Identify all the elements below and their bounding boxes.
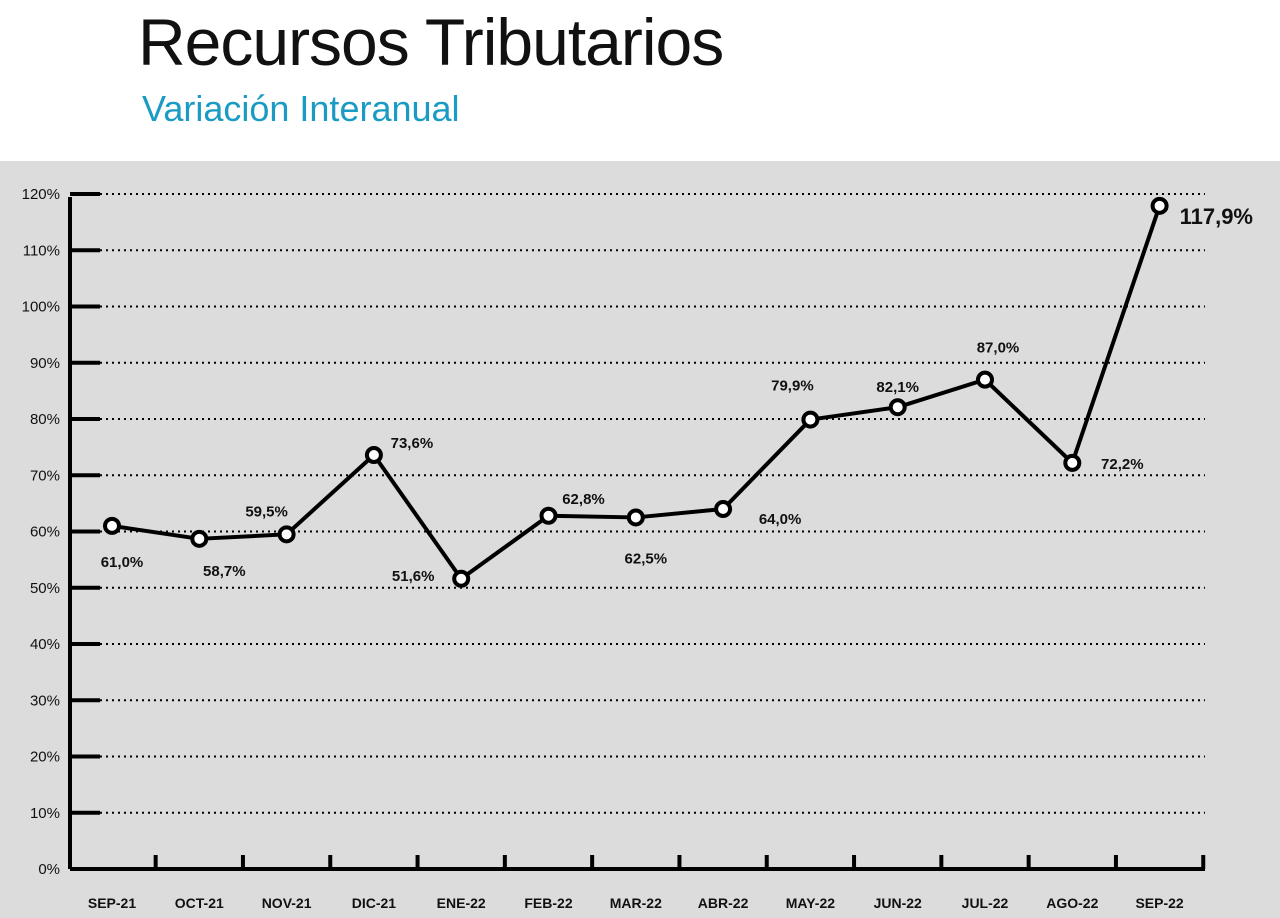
- data-point: [364, 446, 383, 464]
- data-labels: 61,0% 58,7% 59,5% 73,6% 51,6% 62,8% 62,5% 64,0%…: [101, 204, 1253, 585]
- data-point: [801, 410, 820, 429]
- data-point: [452, 569, 471, 588]
- gridlines: [100, 193, 1205, 814]
- data-label: 59,5%: [245, 503, 288, 520]
- y-tick-label: 60%: [30, 524, 60, 541]
- data-point: [103, 516, 121, 535]
- y-tick-label: 100%: [22, 299, 60, 316]
- y-tick-label: 0%: [38, 861, 60, 878]
- y-tick-label: 20%: [30, 749, 60, 766]
- x-tick-label: DIC-21: [352, 895, 397, 911]
- y-axis-ticks: 0% 10% 20% 30% 40% 50% 60% 70% 80% 90% 100% 110% 120…: [22, 186, 100, 878]
- y-tick-label: 110%: [23, 242, 60, 259]
- chart-panel: 0% 10% 20% 30% 40% 50% 60% 70% 80% 90% 100% 110% 120…: [0, 161, 1280, 918]
- x-tick-label: OCT-21: [175, 895, 224, 911]
- chart-subtitle: Variación Interanual: [142, 88, 460, 129]
- y-tick-label: 30%: [30, 692, 60, 709]
- x-tick-label: MAR-22: [610, 895, 662, 911]
- x-tick-label: JUL-22: [962, 895, 1009, 911]
- data-label: 61,0%: [101, 554, 144, 571]
- x-tick-label: NOV-21: [262, 895, 312, 911]
- data-label: 73,6%: [391, 435, 434, 452]
- y-tick-label: 70%: [30, 467, 60, 484]
- x-tick-label: MAY-22: [786, 895, 836, 911]
- x-tick-label: SEP-21: [88, 895, 136, 911]
- line-chart: 0% 10% 20% 30% 40% 50% 60% 70% 80% 90% 100% 110% 120…: [0, 161, 1280, 918]
- data-point: [1150, 196, 1169, 215]
- y-tick-label: 10%: [30, 805, 60, 822]
- data-point: [277, 525, 296, 544]
- data-point: [539, 506, 558, 525]
- x-axis-ticks: SEP-21 OCT-21 NOV-21 DIC-21 ENE-22 FEB-22 MAR-…: [88, 855, 1206, 911]
- data-point: [1063, 453, 1082, 472]
- data-label: 64,0%: [759, 511, 802, 528]
- data-label: 62,8%: [562, 491, 605, 508]
- data-points: [103, 196, 1169, 588]
- data-label: 51,6%: [392, 568, 435, 585]
- data-label: 58,7%: [203, 563, 246, 580]
- data-point: [626, 508, 645, 527]
- data-label: 72,2%: [1101, 456, 1144, 473]
- chart-title: Recursos Tributarios: [138, 5, 724, 79]
- y-tick-label: 90%: [30, 355, 60, 372]
- data-point: [714, 500, 733, 518]
- data-point: [888, 398, 907, 417]
- data-point: [190, 529, 209, 548]
- data-label: 79,9%: [771, 378, 814, 395]
- data-label: 82,1%: [876, 379, 919, 396]
- y-tick-label: 40%: [30, 636, 60, 653]
- x-tick-label: ENE-22: [437, 895, 486, 911]
- x-tick-label: FEB-22: [524, 895, 572, 911]
- y-tick-label: 120%: [22, 186, 60, 203]
- data-label: 87,0%: [977, 340, 1020, 357]
- y-tick-label: 50%: [30, 580, 60, 597]
- x-tick-label: ABR-22: [698, 895, 749, 911]
- data-point: [976, 370, 994, 389]
- x-tick-label: AGO-22: [1046, 895, 1098, 911]
- x-tick-label: JUN-22: [874, 895, 922, 911]
- y-tick-label: 80%: [30, 411, 60, 428]
- x-tick-label: SEP-22: [1135, 895, 1183, 911]
- data-label: 62,5%: [625, 550, 668, 567]
- data-label: 117,9%: [1180, 204, 1253, 229]
